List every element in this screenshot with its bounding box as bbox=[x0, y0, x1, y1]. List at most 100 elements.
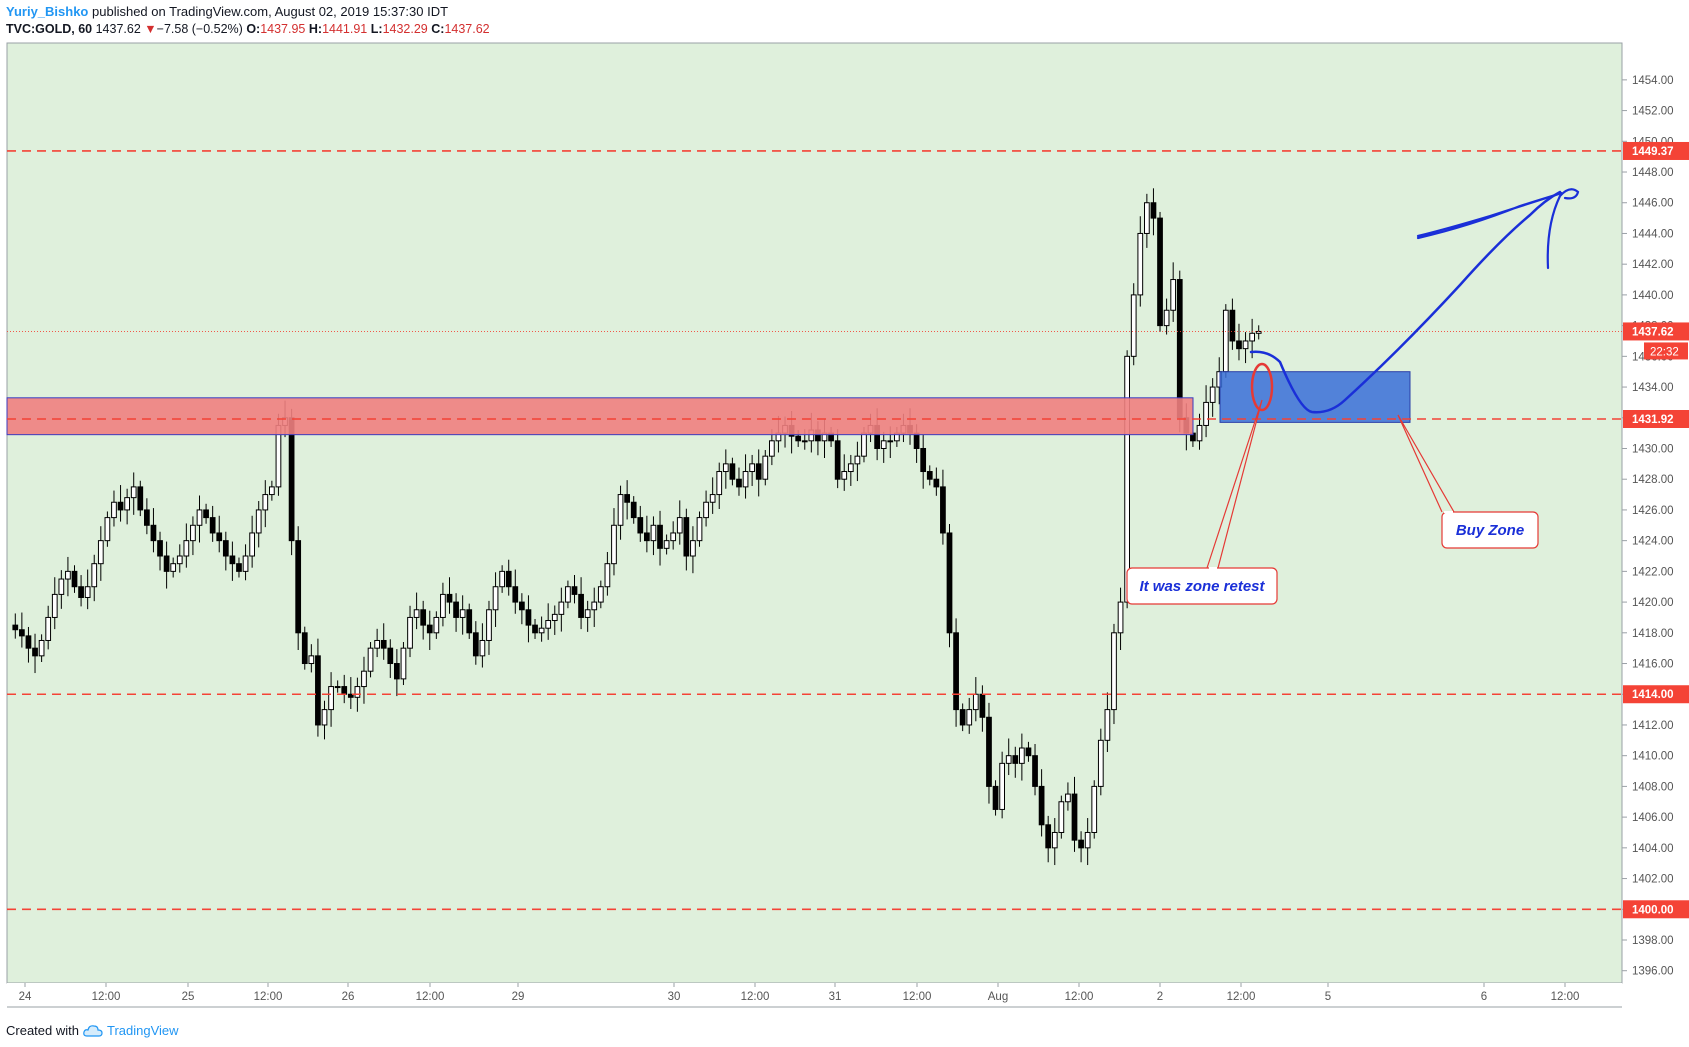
candle-body bbox=[946, 532, 953, 634]
candle-body bbox=[269, 486, 275, 496]
level-price-badge bbox=[1623, 141, 1689, 160]
x-tick-label: 12:00 bbox=[1551, 991, 1580, 1003]
candle-body bbox=[505, 570, 512, 588]
candle-body bbox=[209, 517, 216, 534]
candle-body bbox=[486, 609, 492, 641]
candle-body bbox=[413, 609, 420, 618]
candle-body bbox=[630, 501, 637, 519]
candle-body bbox=[703, 501, 709, 519]
level-price-label: 1431.92 bbox=[1632, 414, 1674, 426]
projection-path bbox=[1249, 190, 1562, 414]
candle-body bbox=[1170, 279, 1177, 311]
candle-body bbox=[400, 647, 407, 680]
x-tick-label: 6 bbox=[1481, 991, 1487, 1003]
candle-body bbox=[762, 455, 769, 480]
candle-body bbox=[170, 563, 177, 572]
x-tick-label: 30 bbox=[668, 991, 681, 1003]
candle-body bbox=[65, 570, 71, 580]
candle-body bbox=[683, 517, 690, 557]
candle-body bbox=[301, 632, 308, 665]
candle-body bbox=[1203, 401, 1209, 426]
candle-body bbox=[1045, 824, 1052, 849]
candle-body bbox=[32, 647, 38, 657]
level-price-badge bbox=[1623, 685, 1689, 704]
last-price-label: 1437.62 bbox=[1632, 326, 1674, 338]
y-tick-label: 1422.00 bbox=[1632, 566, 1674, 578]
candle-body bbox=[538, 627, 545, 634]
candle-body bbox=[229, 555, 236, 565]
candle-body bbox=[854, 455, 861, 465]
candle-body bbox=[801, 440, 808, 443]
candle-body bbox=[657, 524, 663, 549]
candle-body bbox=[150, 524, 157, 542]
candle-body bbox=[472, 632, 479, 657]
buy-zone-callout-text: Buy Zone bbox=[1456, 522, 1524, 539]
candle-body bbox=[308, 655, 315, 665]
candle-body bbox=[1176, 279, 1183, 419]
candle-body bbox=[729, 463, 736, 480]
candle-body bbox=[97, 540, 104, 565]
y-tick-label: 1446.00 bbox=[1632, 198, 1674, 210]
low-value: 1432.29 bbox=[382, 22, 428, 36]
y-tick-label: 1406.00 bbox=[1632, 812, 1674, 824]
candle-body bbox=[617, 494, 624, 526]
candle-body bbox=[1111, 632, 1117, 711]
x-tick-label: 24 bbox=[19, 991, 32, 1003]
symbol-info: TVC:GOLD, 60 1437.62 ▼−7.58 (−0.52%) O:1… bbox=[6, 22, 490, 36]
candle-body bbox=[236, 563, 242, 572]
y-tick-label: 1402.00 bbox=[1632, 874, 1674, 886]
candle-body bbox=[551, 613, 558, 622]
y-tick-label: 1424.00 bbox=[1632, 536, 1674, 548]
candle-body bbox=[407, 616, 413, 649]
candle-body bbox=[834, 440, 841, 480]
candle-body bbox=[420, 609, 427, 626]
candle-body bbox=[966, 709, 973, 726]
created-with-text: Created with bbox=[6, 1023, 79, 1038]
x-tick-label: 12:00 bbox=[1065, 991, 1094, 1003]
candle-body bbox=[78, 586, 84, 598]
candle-body bbox=[492, 586, 499, 611]
candle-body bbox=[749, 463, 756, 473]
candle-body bbox=[144, 509, 150, 526]
candle-body bbox=[1084, 831, 1091, 849]
time-axis bbox=[7, 983, 1622, 1007]
candle-body bbox=[328, 686, 334, 711]
candle-body bbox=[380, 639, 387, 649]
candle-body bbox=[71, 570, 78, 588]
candle-body bbox=[1065, 793, 1071, 803]
candle-body bbox=[347, 693, 354, 698]
buy-zone-callout-box bbox=[1441, 511, 1539, 549]
candle-body bbox=[374, 639, 380, 649]
candle-body bbox=[558, 601, 565, 615]
candle-body bbox=[288, 417, 295, 542]
y-tick-label: 1448.00 bbox=[1632, 167, 1674, 179]
candle-body bbox=[216, 532, 223, 542]
candle-body bbox=[1097, 739, 1104, 787]
candle-body bbox=[933, 478, 940, 488]
candle-body bbox=[124, 497, 131, 511]
candle-body bbox=[940, 486, 946, 534]
candle-body bbox=[361, 670, 367, 688]
candle-body bbox=[1058, 801, 1065, 833]
tradingview-link[interactable]: TradingView bbox=[106, 1023, 179, 1038]
candle-body bbox=[512, 586, 519, 603]
candle-body bbox=[157, 540, 163, 557]
candle-body bbox=[637, 517, 644, 534]
candle-body bbox=[578, 593, 584, 618]
level-price-label: 1400.00 bbox=[1632, 904, 1674, 916]
candle-body bbox=[769, 440, 775, 457]
candle-body bbox=[1196, 424, 1203, 442]
y-tick-label: 1410.00 bbox=[1632, 751, 1674, 763]
candle-body bbox=[25, 635, 32, 649]
candle-body bbox=[847, 463, 854, 473]
candle-body bbox=[611, 524, 617, 565]
author-link[interactable]: Yuriy_Bishko bbox=[6, 4, 89, 19]
candle-body bbox=[861, 432, 867, 457]
candle-body bbox=[1144, 202, 1150, 234]
candle-body bbox=[1025, 747, 1032, 757]
candle-body bbox=[321, 709, 328, 726]
y-tick-label: 1426.00 bbox=[1632, 505, 1674, 517]
low-label: L: bbox=[370, 22, 383, 36]
candle-body bbox=[755, 463, 762, 480]
